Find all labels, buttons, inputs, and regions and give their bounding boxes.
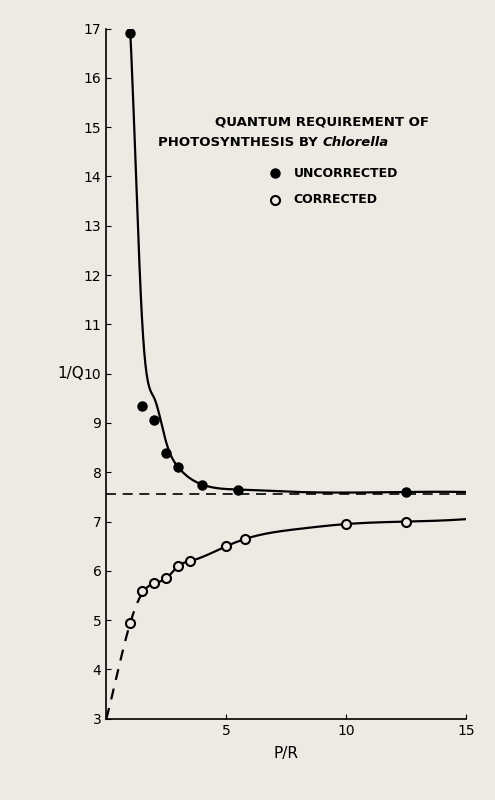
Text: Chlorella: Chlorella (322, 136, 389, 149)
X-axis label: P/R: P/R (274, 746, 299, 761)
Text: CORRECTED: CORRECTED (294, 193, 378, 206)
Text: PHOTOSYNTHESIS BY: PHOTOSYNTHESIS BY (158, 136, 322, 149)
Text: 1/Q: 1/Q (57, 366, 84, 381)
Text: QUANTUM REQUIREMENT OF: QUANTUM REQUIREMENT OF (215, 115, 429, 128)
Text: UNCORRECTED: UNCORRECTED (294, 167, 398, 180)
